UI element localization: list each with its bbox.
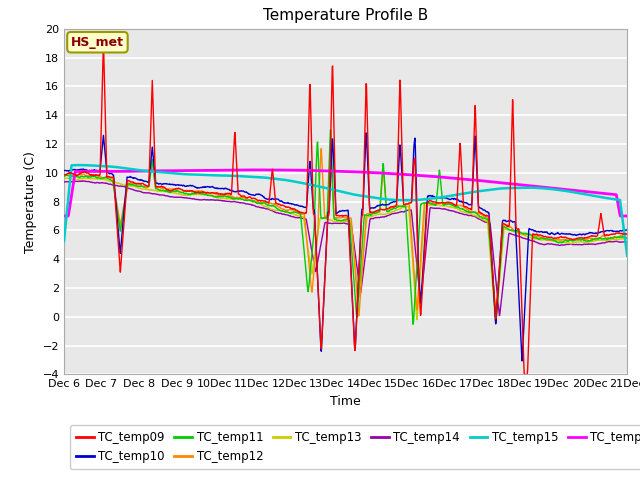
Line: TC_temp10: TC_temp10 <box>64 133 627 361</box>
Line: TC_temp13: TC_temp13 <box>64 178 627 324</box>
TC_temp14 <box>127 186 134 192</box>
Line: TC_temp12: TC_temp12 <box>64 148 627 316</box>
TC_temp15 <box>381 196 388 202</box>
TC_temp14 <box>300 216 307 222</box>
TC_temp14 <box>321 220 329 226</box>
TC_temp10 <box>104 169 111 175</box>
Line: TC_temp09: TC_temp09 <box>64 40 627 374</box>
TC_temp13 <box>311 251 319 256</box>
TC_temp13 <box>321 216 329 221</box>
TC_temp13 <box>104 178 112 183</box>
TC_temp10 <box>362 130 370 136</box>
TC_temp13 <box>63 175 70 181</box>
TC_temp13 <box>60 176 68 181</box>
TC_temp15 <box>104 164 112 169</box>
TC_temp16 <box>60 213 68 219</box>
TC_temp16 <box>623 213 631 219</box>
TC_temp14 <box>79 178 86 184</box>
TC_temp14 <box>60 179 68 185</box>
TC_temp12 <box>60 172 68 178</box>
TC_temp15 <box>623 253 631 259</box>
TC_temp11 <box>311 210 319 216</box>
TC_temp10 <box>299 204 307 210</box>
TC_temp09 <box>520 372 528 377</box>
TC_temp14 <box>104 181 112 187</box>
TC_temp09 <box>623 231 631 237</box>
TC_temp10 <box>623 227 631 233</box>
TC_temp14 <box>311 266 319 272</box>
TC_temp12 <box>381 191 389 197</box>
TC_temp16 <box>255 167 263 173</box>
TC_temp14 <box>381 214 388 219</box>
TC_temp16 <box>321 168 329 174</box>
TC_temp15 <box>311 183 319 189</box>
TC_temp15 <box>321 185 329 191</box>
TC_temp10 <box>311 211 319 216</box>
Y-axis label: Temperature (C): Temperature (C) <box>24 151 37 252</box>
TC_temp09 <box>381 207 388 213</box>
TC_temp12 <box>317 145 325 151</box>
TC_temp16 <box>381 170 388 176</box>
TC_temp15 <box>77 162 84 168</box>
TC_temp11 <box>104 175 111 181</box>
TC_temp11 <box>326 127 334 133</box>
Line: TC_temp14: TC_temp14 <box>64 181 627 316</box>
TC_temp12 <box>623 231 631 237</box>
Line: TC_temp15: TC_temp15 <box>64 165 627 256</box>
TC_temp16 <box>127 168 134 174</box>
TC_temp09 <box>300 210 307 216</box>
TC_temp13 <box>300 214 307 219</box>
TC_temp11 <box>381 183 388 189</box>
TC_temp15 <box>60 238 68 244</box>
TC_temp11 <box>127 182 134 188</box>
TC_temp09 <box>60 172 68 178</box>
Line: TC_temp11: TC_temp11 <box>64 130 627 324</box>
TC_temp16 <box>300 168 307 173</box>
TC_temp09 <box>100 37 108 43</box>
TC_temp10 <box>60 168 68 173</box>
TC_temp11 <box>321 215 328 221</box>
TC_temp10 <box>381 202 388 208</box>
Text: HS_met: HS_met <box>71 36 124 49</box>
TC_temp10 <box>518 358 526 364</box>
Legend: TC_temp09, TC_temp10, TC_temp11, TC_temp12, TC_temp13, TC_temp14, TC_temp15, TC_: TC_temp09, TC_temp10, TC_temp11, TC_temp… <box>70 425 640 469</box>
TC_temp16 <box>311 168 319 173</box>
TC_temp09 <box>127 179 134 185</box>
Line: TC_temp16: TC_temp16 <box>64 170 627 216</box>
Title: Temperature Profile B: Temperature Profile B <box>263 9 428 24</box>
TC_temp15 <box>127 166 134 172</box>
TC_temp13 <box>623 235 631 241</box>
TC_temp14 <box>623 239 631 245</box>
TC_temp13 <box>492 322 500 327</box>
TC_temp10 <box>127 174 134 180</box>
TC_temp09 <box>311 222 319 228</box>
X-axis label: Time: Time <box>330 395 361 408</box>
TC_temp10 <box>321 276 328 282</box>
TC_temp16 <box>104 168 111 174</box>
TC_temp11 <box>409 322 417 327</box>
TC_temp11 <box>299 236 307 242</box>
TC_temp12 <box>311 263 319 269</box>
TC_temp12 <box>355 313 362 319</box>
TC_temp09 <box>321 270 329 276</box>
TC_temp12 <box>321 214 329 219</box>
TC_temp15 <box>300 180 307 186</box>
TC_temp11 <box>60 173 68 179</box>
TC_temp13 <box>381 211 388 217</box>
TC_temp14 <box>495 313 503 319</box>
TC_temp12 <box>104 174 111 180</box>
TC_temp12 <box>127 180 134 186</box>
TC_temp11 <box>623 235 631 241</box>
TC_temp12 <box>299 211 307 217</box>
TC_temp13 <box>127 183 134 189</box>
TC_temp09 <box>104 174 112 180</box>
